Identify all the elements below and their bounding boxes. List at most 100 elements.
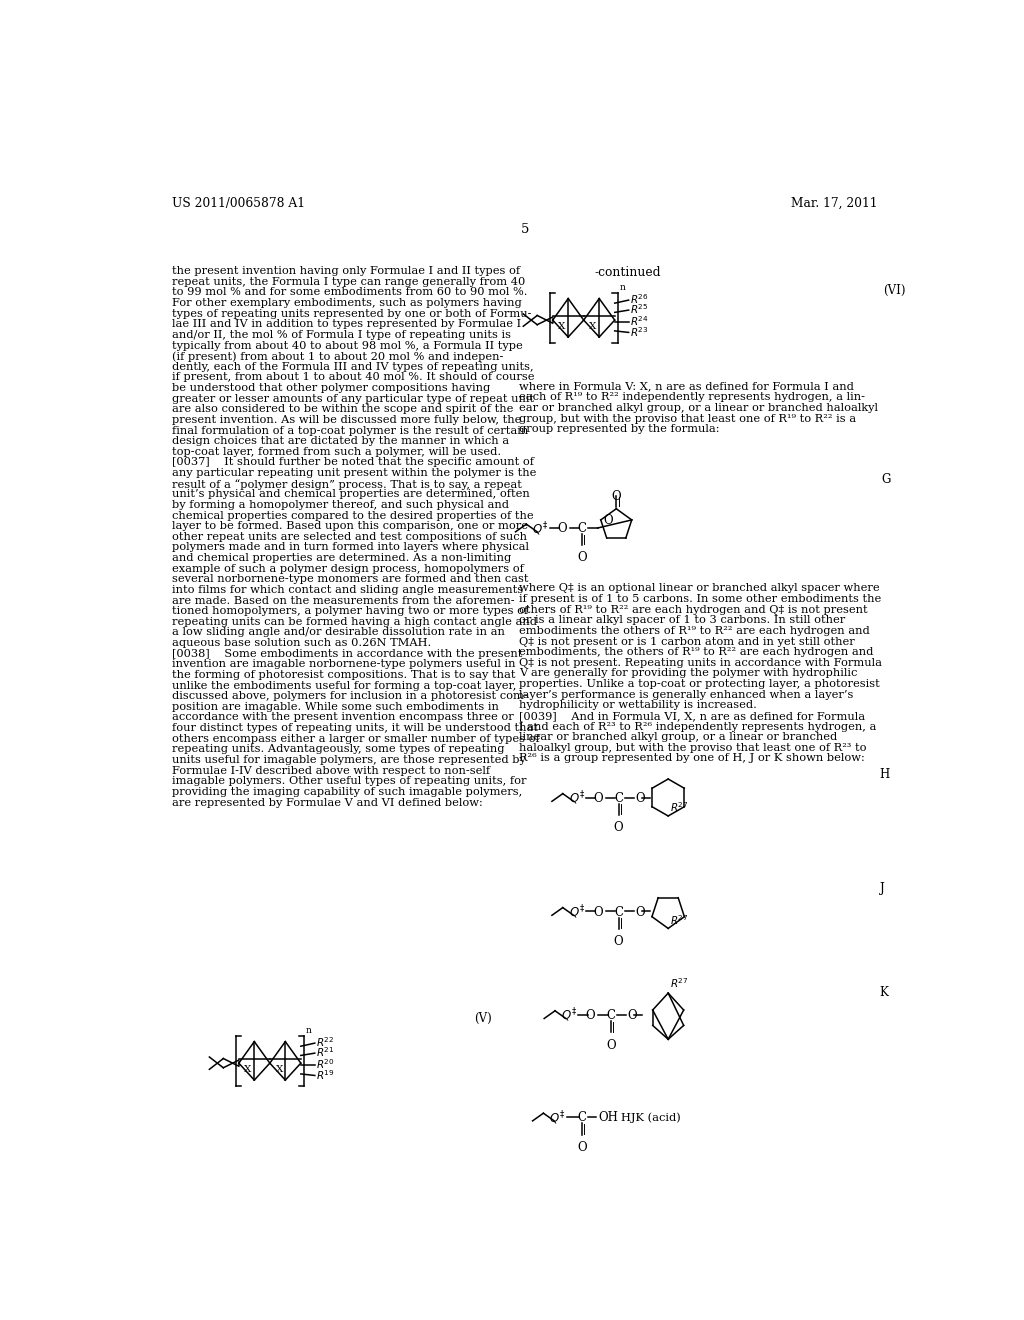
Text: repeating units can be formed having a high contact angle and: repeating units can be formed having a h… (172, 616, 538, 627)
Text: if present is of 1 to 5 carbons. In some other embodiments the: if present is of 1 to 5 carbons. In some… (519, 594, 882, 605)
Text: and chemical properties are determined. As a non-limiting: and chemical properties are determined. … (172, 553, 511, 564)
Text: (V): (V) (474, 1011, 493, 1024)
Text: X: X (275, 1065, 283, 1073)
Text: properties. Unlike a top-coat or protecting layer, a photoresist: properties. Unlike a top-coat or protect… (519, 678, 880, 689)
Text: OH: OH (598, 1111, 618, 1125)
Text: example of such a polymer design process, homopolymers of: example of such a polymer design process… (172, 564, 524, 574)
Text: imagable polymers. Other useful types of repeating units, for: imagable polymers. Other useful types of… (172, 776, 526, 787)
Text: are represented by Formulae V and VI defined below:: are represented by Formulae V and VI def… (172, 797, 483, 808)
Text: $Q^{\ddagger}$: $Q^{\ddagger}$ (568, 789, 585, 807)
Text: O: O (594, 792, 603, 805)
Text: O: O (603, 515, 612, 527)
Text: $R^{26}$: $R^{26}$ (630, 293, 649, 306)
Text: the forming of photoresist compositions. That is to say that: the forming of photoresist compositions.… (172, 671, 516, 680)
Text: tioned homopolymers, a polymer having two or more types of: tioned homopolymers, a polymer having tw… (172, 606, 528, 616)
Text: design choices that are dictated by the manner in which a: design choices that are dictated by the … (172, 436, 509, 446)
Text: unlike the embodiments useful for forming a top-coat layer,: unlike the embodiments useful for formin… (172, 681, 516, 690)
Text: are also considered to be within the scope and spirit of the: are also considered to be within the sco… (172, 404, 514, 414)
Text: hydrophilicity or wettability is increased.: hydrophilicity or wettability is increas… (519, 701, 758, 710)
Text: $Q^{\ddagger}$: $Q^{\ddagger}$ (532, 520, 549, 537)
Text: O: O (611, 490, 622, 503)
Text: [0039]    And in Formula VI, X, n are as defined for Formula: [0039] And in Formula VI, X, n are as de… (519, 711, 865, 721)
Text: or is a linear alkyl spacer of 1 to 3 carbons. In still other: or is a linear alkyl spacer of 1 to 3 ca… (519, 615, 846, 626)
Text: types of repeating units represented by one or both of Formu-: types of repeating units represented by … (172, 309, 531, 318)
Text: R²⁶ is a group represented by one of H, J or K shown below:: R²⁶ is a group represented by one of H, … (519, 754, 865, 763)
Text: I and each of R²³ to R²⁶ independently represents hydrogen, a: I and each of R²³ to R²⁶ independently r… (519, 722, 877, 731)
Text: $R^{19}$: $R^{19}$ (316, 1068, 335, 1081)
Text: are made. Based on the measurements from the aforemen-: are made. Based on the measurements from… (172, 595, 515, 606)
Text: C: C (578, 523, 587, 536)
Text: $Q^{\ddagger}$: $Q^{\ddagger}$ (549, 1109, 565, 1126)
Text: $R^{27}$: $R^{27}$ (670, 913, 688, 927)
Text: n: n (305, 1027, 311, 1035)
Text: $R^{20}$: $R^{20}$ (316, 1057, 335, 1071)
Text: $R^{23}$: $R^{23}$ (630, 325, 649, 338)
Text: $Q^{\ddagger}$: $Q^{\ddagger}$ (568, 903, 585, 921)
Text: four distinct types of repeating units, it will be understood that: four distinct types of repeating units, … (172, 723, 539, 733)
Text: repeat units, the Formula I type can range generally from 40: repeat units, the Formula I type can ran… (172, 277, 525, 286)
Text: O: O (578, 552, 587, 564)
Text: other repeat units are selected and test compositions of such: other repeat units are selected and test… (172, 532, 527, 541)
Text: Formulae I-IV described above with respect to non-self: Formulae I-IV described above with respe… (172, 766, 490, 776)
Text: O: O (628, 1008, 638, 1022)
Text: O: O (613, 821, 624, 834)
Text: by forming a homopolymer thereof, and such physical and: by forming a homopolymer thereof, and su… (172, 500, 509, 510)
Text: chemical properties compared to the desired properties of the: chemical properties compared to the desi… (172, 511, 534, 520)
Text: (if present) from about 1 to about 20 mol % and indepen-: (if present) from about 1 to about 20 mo… (172, 351, 504, 362)
Text: $R^{27}$: $R^{27}$ (670, 977, 688, 990)
Text: O: O (613, 936, 624, 948)
Text: result of a “polymer design” process. That is to say, a repeat: result of a “polymer design” process. Th… (172, 479, 522, 490)
Text: any particular repeating unit present within the polymer is the: any particular repeating unit present wi… (172, 469, 537, 478)
Text: H: H (880, 768, 890, 781)
Text: O: O (636, 906, 645, 919)
Text: units useful for imagable polymers, are those represented by: units useful for imagable polymers, are … (172, 755, 526, 766)
Text: J: J (880, 882, 885, 895)
Text: several norbornene-type monomers are formed and then cast: several norbornene-type monomers are for… (172, 574, 528, 585)
Text: C: C (578, 1111, 587, 1125)
Text: to 99 mol % and for some embodiments from 60 to 90 mol %.: to 99 mol % and for some embodiments fro… (172, 288, 527, 297)
Text: G: G (882, 473, 891, 486)
Text: typically from about 40 to about 98 mol %, a Formula II type: typically from about 40 to about 98 mol … (172, 341, 523, 351)
Text: $R^{24}$: $R^{24}$ (630, 314, 649, 327)
Text: embodiments, the others of R¹⁹ to R²² are each hydrogen and: embodiments, the others of R¹⁹ to R²² ar… (519, 647, 873, 657)
Text: 5: 5 (520, 223, 529, 236)
Text: where Q‡ is an optional linear or branched alkyl spacer where: where Q‡ is an optional linear or branch… (519, 583, 880, 594)
Text: Mar. 17, 2011: Mar. 17, 2011 (791, 197, 878, 210)
Text: dently, each of the Formula III and IV types of repeating units,: dently, each of the Formula III and IV t… (172, 362, 534, 372)
Text: -continued: -continued (595, 267, 662, 280)
Text: group, but with the proviso that least one of R¹⁹ to R²² is a: group, but with the proviso that least o… (519, 413, 856, 424)
Text: the present invention having only Formulae I and II types of: the present invention having only Formul… (172, 267, 520, 276)
Text: (VI): (VI) (884, 284, 906, 297)
Text: C: C (614, 906, 623, 919)
Text: aqueous base solution such as 0.26N TMAH.: aqueous base solution such as 0.26N TMAH… (172, 638, 431, 648)
Text: layer to be formed. Based upon this comparison, one or more: layer to be formed. Based upon this comp… (172, 521, 528, 531)
Text: $R^{27}$: $R^{27}$ (670, 801, 688, 814)
Text: O: O (578, 1140, 587, 1154)
Text: polymers made and in turn formed into layers where physical: polymers made and in turn formed into la… (172, 543, 529, 553)
Text: Q‡ is not present. Repeating units in accordance with Formula: Q‡ is not present. Repeating units in ac… (519, 657, 883, 668)
Text: haloalkyl group, but with the proviso that least one of R²³ to: haloalkyl group, but with the proviso th… (519, 743, 867, 752)
Text: $R^{25}$: $R^{25}$ (630, 302, 649, 317)
Text: position are imagable. While some such embodiments in: position are imagable. While some such e… (172, 702, 499, 711)
Text: O: O (557, 523, 567, 536)
Text: O: O (606, 1039, 615, 1052)
Text: embodiments the others of R¹⁹ to R²² are each hydrogen and: embodiments the others of R¹⁹ to R²² are… (519, 626, 870, 636)
Text: greater or lesser amounts of any particular type of repeat unit: greater or lesser amounts of any particu… (172, 393, 535, 404)
Text: where in Formula V: X, n are as defined for Formula I and: where in Formula V: X, n are as defined … (519, 381, 854, 392)
Text: group represented by the formula:: group represented by the formula: (519, 424, 720, 434)
Text: layer’s performance is generally enhanced when a layer’s: layer’s performance is generally enhance… (519, 689, 854, 700)
Text: invention are imagable norbornene-type polymers useful in: invention are imagable norbornene-type p… (172, 660, 516, 669)
Text: repeating units. Advantageously, some types of repeating: repeating units. Advantageously, some ty… (172, 744, 505, 754)
Text: O: O (586, 1008, 596, 1022)
Text: X: X (590, 322, 597, 331)
Text: O: O (594, 906, 603, 919)
Text: [0038]    Some embodiments in accordance with the present: [0038] Some embodiments in accordance wi… (172, 648, 522, 659)
Text: K: K (880, 986, 889, 999)
Text: unit’s physical and chemical properties are determined, often: unit’s physical and chemical properties … (172, 490, 530, 499)
Text: linear or branched alkyl group, or a linear or branched: linear or branched alkyl group, or a lin… (519, 733, 838, 742)
Text: $R^{22}$: $R^{22}$ (316, 1035, 335, 1049)
Text: HJK (acid): HJK (acid) (621, 1113, 681, 1123)
Text: others of R¹⁹ to R²² are each hydrogen and Q‡ is not present: others of R¹⁹ to R²² are each hydrogen a… (519, 605, 868, 615)
Text: [0037]    It should further be noted that the specific amount of: [0037] It should further be noted that t… (172, 458, 535, 467)
Text: final formulation of a top-coat polymer is the result of certain: final formulation of a top-coat polymer … (172, 425, 528, 436)
